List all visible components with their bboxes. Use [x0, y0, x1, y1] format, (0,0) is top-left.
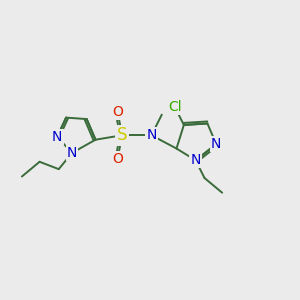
Text: N: N: [67, 146, 77, 160]
Text: S: S: [117, 126, 127, 144]
Text: N: N: [190, 153, 201, 167]
Text: N: N: [52, 130, 62, 144]
Text: N: N: [211, 137, 221, 151]
Text: O: O: [112, 152, 123, 166]
Text: O: O: [112, 105, 123, 119]
Text: N: N: [146, 128, 157, 142]
Text: Cl: Cl: [168, 100, 182, 114]
